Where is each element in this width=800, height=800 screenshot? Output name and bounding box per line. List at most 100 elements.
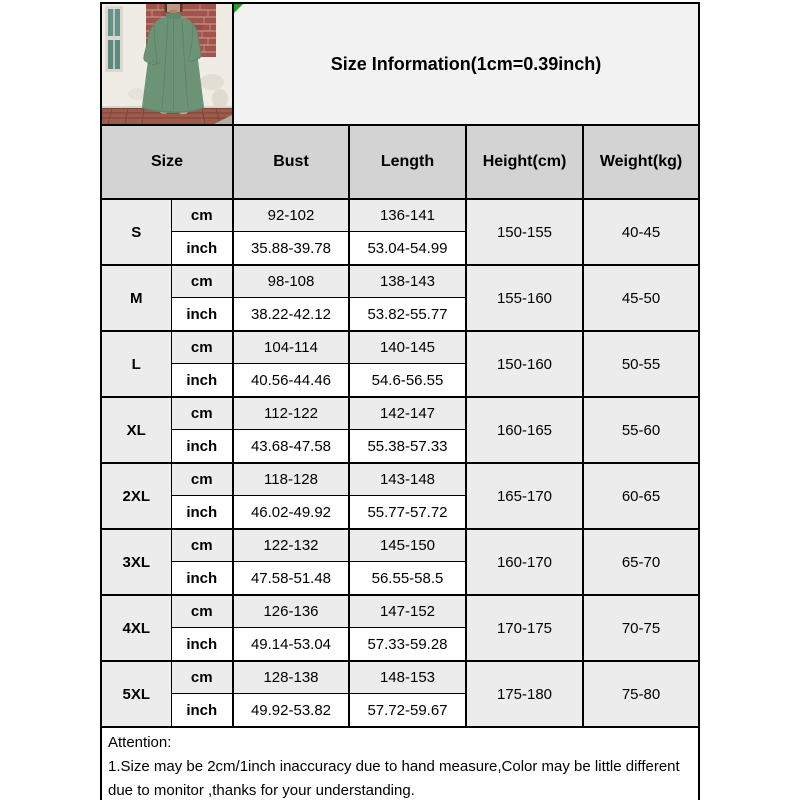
cell-corner-marker — [235, 5, 243, 13]
unit-label-cm: cm — [170, 660, 234, 694]
length-inch-value: 57.33-59.28 — [348, 627, 467, 662]
unit-label-inch: inch — [170, 297, 234, 332]
unit-label-cm: cm — [170, 330, 234, 364]
length-cm-value: 145-150 — [348, 528, 467, 562]
bust-inch-value: 35.88-39.78 — [232, 231, 350, 266]
unit-label-cm: cm — [170, 462, 234, 496]
bust-inch-value: 49.92-53.82 — [232, 693, 350, 728]
product-image — [103, 5, 231, 123]
bust-cm-value: 92-102 — [232, 198, 350, 232]
unit-label-inch: inch — [170, 627, 234, 662]
column-header-size: Size — [100, 124, 234, 200]
length-inch-value: 55.38-57.33 — [348, 429, 467, 464]
size-group-l: L cm 104-114 140-145 150-160 50-55 inch … — [100, 330, 701, 398]
unit-label-inch: inch — [170, 561, 234, 596]
bust-inch-value: 49.14-53.04 — [232, 627, 350, 662]
length-inch-value: 53.04-54.99 — [348, 231, 467, 266]
unit-label-cm: cm — [170, 396, 234, 430]
length-inch-value: 54.6-56.55 — [348, 363, 467, 398]
unit-label-inch: inch — [170, 429, 234, 464]
unit-label-inch: inch — [170, 363, 234, 398]
height-value: 170-175 — [465, 594, 584, 662]
length-cm-value: 140-145 — [348, 330, 467, 364]
length-cm-value: 136-141 — [348, 198, 467, 232]
height-value: 155-160 — [465, 264, 584, 332]
weight-value: 40-45 — [581, 198, 701, 266]
size-table: Size Information(1cm=0.39inch) Size Bust… — [99, 2, 701, 800]
size-group-4xl: 4XL cm 126-136 147-152 170-175 70-75 inc… — [100, 594, 701, 662]
column-header-row: Size Bust Length Height(cm) Weight(kg) — [100, 124, 701, 200]
length-cm-value: 143-148 — [348, 462, 467, 496]
size-group-m: M cm 98-108 138-143 155-160 45-50 inch 3… — [100, 264, 701, 332]
unit-label-cm: cm — [170, 264, 234, 298]
size-label: 5XL — [100, 660, 172, 728]
length-inch-value: 53.82-55.77 — [348, 297, 467, 332]
height-value: 165-170 — [465, 462, 584, 530]
size-label: XL — [100, 396, 172, 464]
size-label: M — [100, 264, 172, 332]
weight-value: 75-80 — [581, 660, 701, 728]
length-inch-value: 56.55-58.5 — [348, 561, 467, 596]
bust-cm-value: 112-122 — [232, 396, 350, 430]
window — [105, 6, 123, 72]
height-value: 150-160 — [465, 330, 584, 398]
bust-inch-value: 40.56-44.46 — [232, 363, 350, 398]
weight-value: 70-75 — [581, 594, 701, 662]
bust-cm-value: 122-132 — [232, 528, 350, 562]
bust-inch-value: 46.02-49.92 — [232, 495, 350, 530]
size-info-title: Size Information(1cm=0.39inch) — [330, 53, 602, 74]
column-header-bust: Bust — [232, 124, 350, 200]
weight-value: 45-50 — [581, 264, 701, 332]
bust-cm-value: 128-138 — [232, 660, 350, 694]
height-value: 160-165 — [465, 396, 584, 464]
size-label: L — [100, 330, 172, 398]
unit-label-inch: inch — [170, 495, 234, 530]
weight-value: 60-65 — [581, 462, 701, 530]
unit-label-cm: cm — [170, 594, 234, 628]
unit-label-cm: cm — [170, 528, 234, 562]
bust-cm-value: 104-114 — [232, 330, 350, 364]
size-label: 4XL — [100, 594, 172, 662]
weight-value: 65-70 — [581, 528, 701, 596]
model-figure — [142, 5, 204, 115]
length-cm-value: 138-143 — [348, 264, 467, 298]
unit-label-inch: inch — [170, 693, 234, 728]
column-header-length: Length — [348, 124, 467, 200]
bust-inch-value: 47.58-51.48 — [232, 561, 350, 596]
banner-row: Size Information(1cm=0.39inch) — [100, 2, 701, 126]
length-cm-value: 142-147 — [348, 396, 467, 430]
product-image-cell — [100, 2, 234, 126]
size-info-title-cell: Size Information(1cm=0.39inch) — [231, 2, 701, 126]
length-cm-value: 147-152 — [348, 594, 467, 628]
attention-title: Attention: — [108, 734, 172, 751]
column-header-height: Height(cm) — [465, 124, 584, 200]
weight-value: 50-55 — [581, 330, 701, 398]
height-value: 175-180 — [465, 660, 584, 728]
column-header-weight: Weight(kg) — [581, 124, 701, 200]
size-group-2xl: 2XL cm 118-128 143-148 165-170 60-65 inc… — [100, 462, 701, 530]
size-label: S — [100, 198, 172, 266]
attention-cell: Attention: 1.Size may be 2cm/1inch inacc… — [99, 726, 701, 800]
length-inch-value: 55.77-57.72 — [348, 495, 467, 530]
size-group-3xl: 3XL cm 122-132 145-150 160-170 65-70 inc… — [100, 528, 701, 596]
attention-section: Attention: 1.Size may be 2cm/1inch inacc… — [99, 726, 701, 800]
bust-inch-value: 43.68-47.58 — [232, 429, 350, 464]
bust-cm-value: 98-108 — [232, 264, 350, 298]
size-group-s: S cm 92-102 136-141 150-155 40-45 inch 3… — [100, 198, 701, 266]
bust-cm-value: 126-136 — [232, 594, 350, 628]
length-cm-value: 148-153 — [348, 660, 467, 694]
unit-label-inch: inch — [170, 231, 234, 266]
length-inch-value: 57.72-59.67 — [348, 693, 467, 728]
size-group-xl: XL cm 112-122 142-147 160-165 55-60 inch… — [100, 396, 701, 464]
unit-label-cm: cm — [170, 198, 234, 232]
size-label: 2XL — [100, 462, 172, 530]
height-value: 160-170 — [465, 528, 584, 596]
weight-value: 55-60 — [581, 396, 701, 464]
size-label: 3XL — [100, 528, 172, 596]
attention-note-1: 1.Size may be 2cm/1inch inaccuracy due t… — [108, 758, 680, 799]
bust-inch-value: 38.22-42.12 — [232, 297, 350, 332]
size-group-5xl: 5XL cm 128-138 148-153 175-180 75-80 inc… — [100, 660, 701, 728]
height-value: 150-155 — [465, 198, 584, 266]
bust-cm-value: 118-128 — [232, 462, 350, 496]
